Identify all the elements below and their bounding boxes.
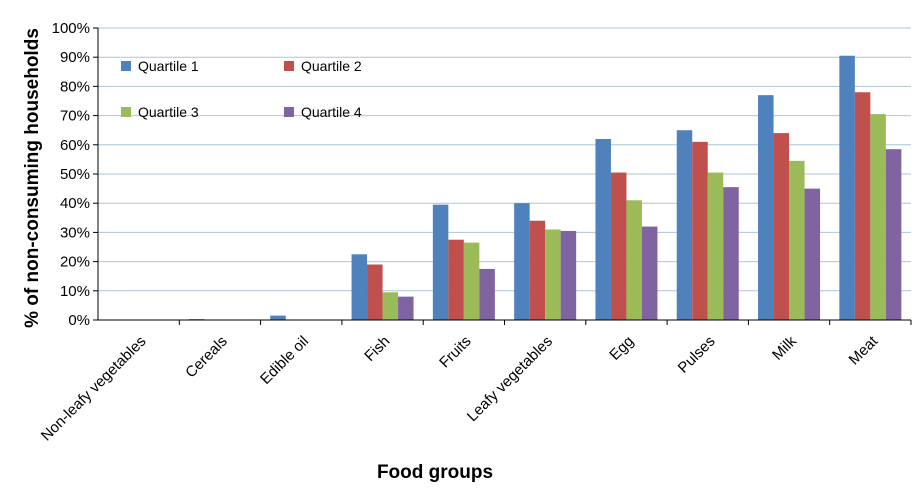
bar-quartile-3 <box>545 229 561 320</box>
y-tick-label: 40% <box>60 195 90 212</box>
legend-swatch <box>284 61 294 71</box>
bar-quartile-4 <box>398 296 414 320</box>
bar-quartile-4 <box>479 268 495 320</box>
legend-swatch <box>284 107 294 117</box>
y-tick-label: 30% <box>60 224 90 241</box>
bar-quartile-3 <box>789 160 805 320</box>
legend-label: Quartile 2 <box>301 58 362 74</box>
legend-swatch <box>121 107 131 117</box>
legend-label: Quartile 3 <box>138 104 199 120</box>
bar-quartile-2 <box>367 264 383 320</box>
y-tick-label: 70% <box>60 108 90 125</box>
x-tick-label: Leafy vegetables <box>464 333 556 425</box>
bar-quartile-2 <box>448 239 464 320</box>
x-axis-title: Food groups <box>377 462 493 483</box>
y-tick-label: 50% <box>60 166 90 183</box>
bar-quartile-1 <box>351 254 368 320</box>
y-tick-label: 10% <box>60 283 90 300</box>
gridlines <box>98 27 911 292</box>
x-tick-label: Egg <box>606 333 637 364</box>
legend-label: Quartile 4 <box>301 104 362 120</box>
bar-quartile-3 <box>463 242 480 320</box>
x-tick-label: Cereals <box>182 333 231 382</box>
x-tick-label: Fish <box>361 333 393 365</box>
bar-quartile-1 <box>514 203 530 320</box>
y-tick-label: 90% <box>60 49 90 66</box>
bar-quartile-1 <box>758 95 774 320</box>
bar-quartile-3 <box>382 292 399 320</box>
bar-quartile-4 <box>885 149 902 320</box>
bar-quartile-1 <box>270 315 286 320</box>
bar-quartile-2 <box>529 220 546 320</box>
legend-label: Quartile 1 <box>138 58 199 74</box>
y-tick-label: 0% <box>68 312 90 329</box>
bar-quartile-4 <box>723 187 739 320</box>
bar-quartile-3 <box>707 172 724 320</box>
y-tick-label: 100% <box>52 20 90 37</box>
bar-quartile-3 <box>626 200 642 320</box>
x-tick-label: Fruits <box>436 333 475 372</box>
y-axis-title: % of non-consuming households <box>22 28 43 328</box>
bar-quartile-2 <box>773 133 790 320</box>
y-tick-label: 60% <box>60 137 90 154</box>
y-tick-label: 20% <box>60 254 90 271</box>
bar-quartile-2 <box>610 172 627 320</box>
bar-quartile-2 <box>854 92 871 321</box>
bar-quartile-3 <box>870 114 886 320</box>
bar-quartile-4 <box>560 230 577 320</box>
bar-quartile-4 <box>641 226 658 320</box>
x-tick-label: Meat <box>846 332 882 368</box>
bar-quartile-1 <box>839 55 855 321</box>
x-tick-label: Non-leafy vegetables <box>38 333 150 445</box>
legend: Quartile 1 Quartile 2 Quartile 3 Quartile 4 <box>121 58 362 120</box>
bar-quartile-1 <box>676 130 693 320</box>
x-tick-label: Pulses <box>675 333 719 377</box>
bar-quartile-2 <box>692 141 708 320</box>
y-tick-label: 80% <box>60 78 90 95</box>
bar-quartile-1 <box>432 204 449 320</box>
bar-quartile-4 <box>804 188 821 320</box>
bars <box>188 55 902 321</box>
bar-quartile-1 <box>595 138 611 320</box>
x-tick-label: Milk <box>769 332 800 363</box>
x-tick-label: Edible oil <box>257 333 312 388</box>
legend-swatch <box>121 61 131 71</box>
